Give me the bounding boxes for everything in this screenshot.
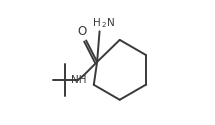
- Text: $_2$N: $_2$N: [101, 16, 115, 30]
- Text: NH: NH: [71, 75, 87, 85]
- Text: H: H: [93, 18, 101, 28]
- Text: O: O: [78, 26, 87, 38]
